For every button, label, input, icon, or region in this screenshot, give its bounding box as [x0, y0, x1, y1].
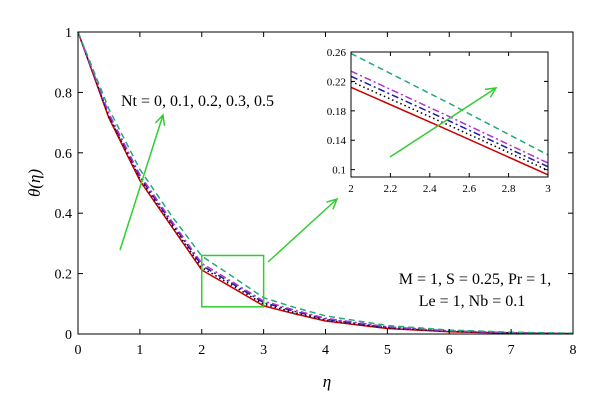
x-tick-label: 6	[446, 343, 453, 358]
x-tick-label: 3	[260, 343, 267, 358]
inset-y-tick-label: 0.14	[327, 135, 347, 147]
zoom-box	[201, 254, 265, 308]
inset-x-tick-label: 2	[348, 183, 354, 195]
x-tick-label: 0	[75, 343, 82, 358]
nt-arrow-main-shaft	[119, 114, 164, 251]
inset-y-tick-label: 0.22	[327, 76, 346, 88]
inset-x-tick-label: 2.4	[423, 183, 437, 195]
y-tick-label: 1	[65, 26, 72, 41]
annotations-layer	[119, 87, 498, 308]
inset-x-tick-label: 2.2	[384, 183, 398, 195]
x-tick-label: 1	[136, 343, 143, 358]
y-axis-title: θ(η)	[25, 169, 44, 197]
inset-x-tick-label: 2.8	[502, 183, 516, 195]
y-tick-label: 0.4	[55, 207, 73, 222]
x-tick-label: 8	[570, 343, 577, 358]
inset-series-line-nt-0.3	[350, 70, 549, 164]
inset-background	[351, 52, 548, 177]
params-annotation-line2: Le = 1, Nb = 0.1	[419, 293, 525, 310]
inset-series-line-nt-0.5	[350, 52, 549, 156]
nt-arrow-inset-shaft	[389, 87, 497, 158]
nt-arrow-main-head	[154, 113, 166, 126]
nt-annotation: Nt = 0, 0.1, 0.2, 0.3, 0.5	[121, 93, 274, 110]
nt-arrow-inset-head	[484, 87, 498, 98]
inset-frame	[350, 51, 549, 178]
inset-series-line-nt-0.2	[350, 75, 549, 168]
x-tick-label: 5	[384, 343, 391, 358]
zoom-arrow-shaft	[267, 198, 338, 263]
y-tick-label: 0.2	[55, 268, 73, 283]
inset-y-tick-label: 0.1	[332, 165, 346, 177]
inset-series-line-nt-0	[350, 86, 549, 176]
x-tick-label: 7	[508, 343, 515, 358]
inset-plot: 2 2.2 2.4 2.6 2.8 3 0.1 0.14 0.18 0.22 0.26	[327, 47, 552, 195]
inset-series-line-nt-0.1	[350, 80, 549, 172]
zoom-arrow-head	[326, 197, 339, 210]
x-tick-label: 4	[322, 343, 329, 358]
inset-y-tick-label: 0.26	[327, 47, 347, 59]
x-axis-title: η	[323, 372, 331, 391]
x-tick-label: 2	[198, 343, 205, 358]
y-tick-label: 0.6	[55, 147, 73, 162]
y-tick-label: 0.8	[55, 86, 73, 101]
y-tick-label: 0	[65, 328, 72, 343]
inset-x-tick-label: 2.6	[462, 183, 476, 195]
inset-x-tick-label: 3	[545, 183, 551, 195]
inset-y-tick-label: 0.18	[327, 106, 347, 118]
params-annotation-line1: M = 1, S = 0.25, Pr = 1,	[399, 271, 551, 288]
